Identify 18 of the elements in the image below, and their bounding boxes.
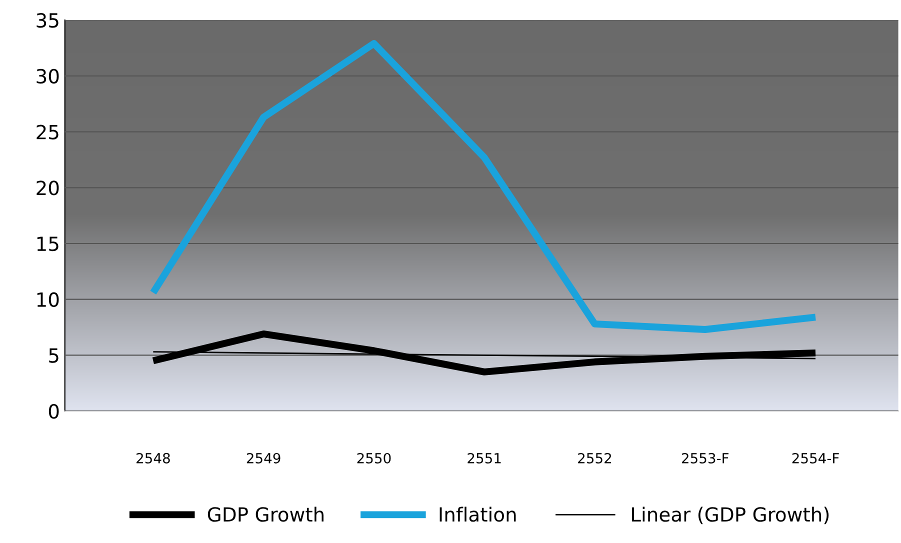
y-tick-label: 15: [37, 236, 58, 252]
x-tick-label: 2550: [357, 452, 391, 464]
y-tick-label: 30: [36, 68, 59, 84]
y-tick-label: 20: [36, 180, 59, 196]
x-tick-label: 2554-F: [792, 452, 839, 464]
legend-label: GDP Growth: [208, 506, 324, 522]
x-tick-label: 2549: [246, 452, 280, 464]
x-tick-label: 2548: [136, 452, 170, 464]
legend-label: Inflation: [440, 506, 516, 522]
y-tick-label: 0: [48, 404, 59, 419]
x-tick-label: 2553-F: [682, 452, 728, 464]
y-tick-label: 25: [36, 124, 58, 140]
x-tick-label: 2552: [578, 452, 612, 464]
x-tick-label: 2551: [468, 452, 501, 464]
legend-label: Linear (GDP Growth): [632, 506, 829, 524]
y-tick-label: 5: [49, 348, 58, 363]
y-tick-label: 35: [36, 13, 58, 28]
y-tick-label: 10: [37, 292, 59, 308]
